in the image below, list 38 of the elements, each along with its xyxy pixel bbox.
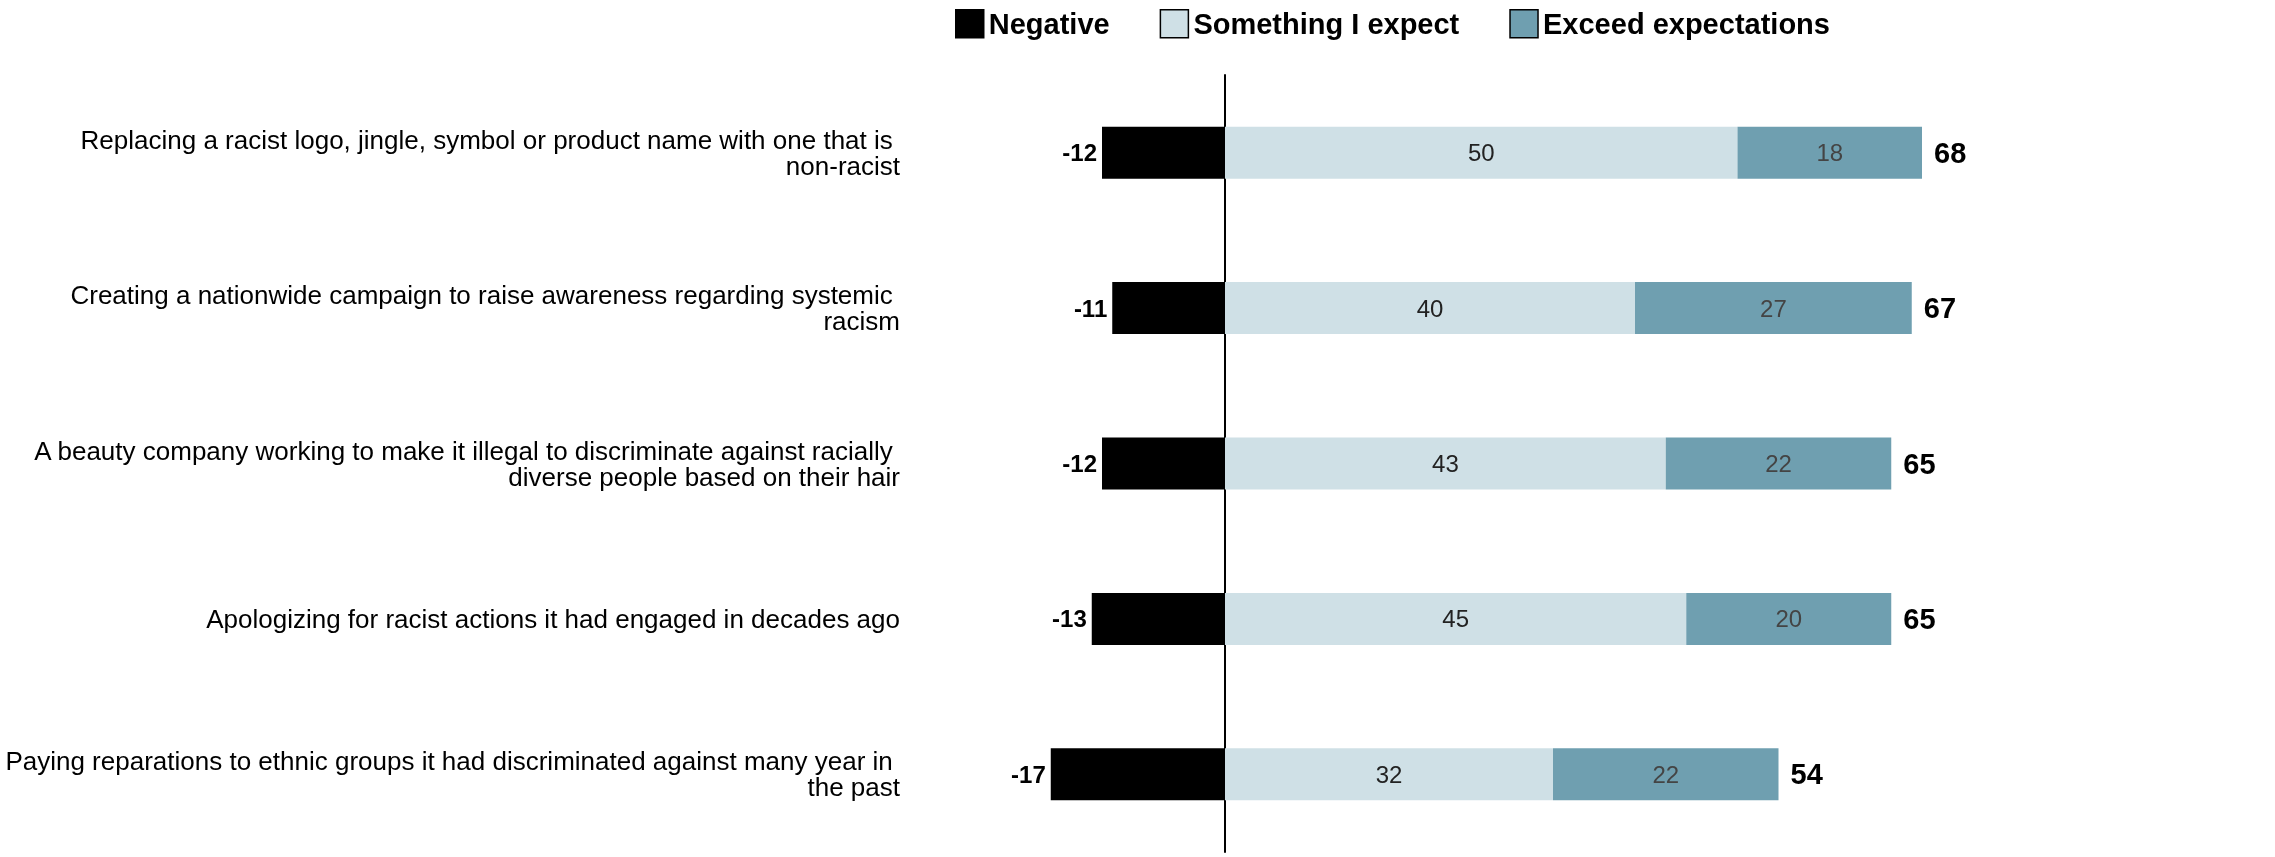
legend-label: Something I expect [1193, 7, 1460, 40]
bar [1225, 748, 1553, 801]
bar [1225, 282, 1635, 335]
bar [1737, 126, 1922, 179]
y-tick-label: Replacing a racist logo, jingle, symbol or product name with one that is non-racist [80, 124, 901, 181]
data-label: 32 [1375, 760, 1403, 788]
data-label: -17 [1011, 760, 1046, 788]
data-label: -12 [1062, 450, 1097, 477]
bar [1225, 592, 1687, 645]
bar [1225, 437, 1666, 490]
y-tick-label: Creating a nationwide campaign to raise awareness regarding systemic racism [70, 280, 900, 337]
data-label: -12 [1062, 139, 1097, 167]
bar [1665, 437, 1892, 490]
bar [1635, 282, 1912, 335]
data-label: -13 [1052, 605, 1087, 633]
data-label: 18 [1816, 139, 1844, 167]
data-label: 22 [1652, 760, 1680, 788]
y-tick-label: Paying reparations to ethnic groups it had discriminated against many year in the past [5, 746, 901, 803]
annotation: 67 [1923, 292, 1957, 325]
data-label: 43 [1432, 450, 1459, 477]
data-label: 27 [1760, 294, 1787, 322]
legend-label: Exceed expectations [1543, 7, 1830, 40]
data-label: 50 [1467, 139, 1495, 167]
data-label: 22 [1765, 450, 1792, 477]
data-label: 45 [1442, 605, 1469, 633]
bar [1553, 748, 1779, 801]
y-tick-label: Apologizing for racist actions it had engaged in decades ago [206, 603, 900, 634]
y-tick-label: A beauty company working to make it illegal to discriminate against racially diverse people based on their hair [34, 435, 901, 492]
data-label: -11 [1073, 294, 1108, 322]
annotation: 68 [1934, 136, 1967, 169]
legend-label: Negative [988, 7, 1110, 40]
annotation: 65 [1903, 447, 1936, 480]
data-label: 20 [1775, 605, 1803, 633]
annotation: 65 [1903, 602, 1936, 635]
bar [1686, 592, 1892, 645]
data-label: 40 [1416, 294, 1444, 322]
bar [1225, 126, 1738, 179]
annotation: 54 [1790, 758, 1823, 791]
